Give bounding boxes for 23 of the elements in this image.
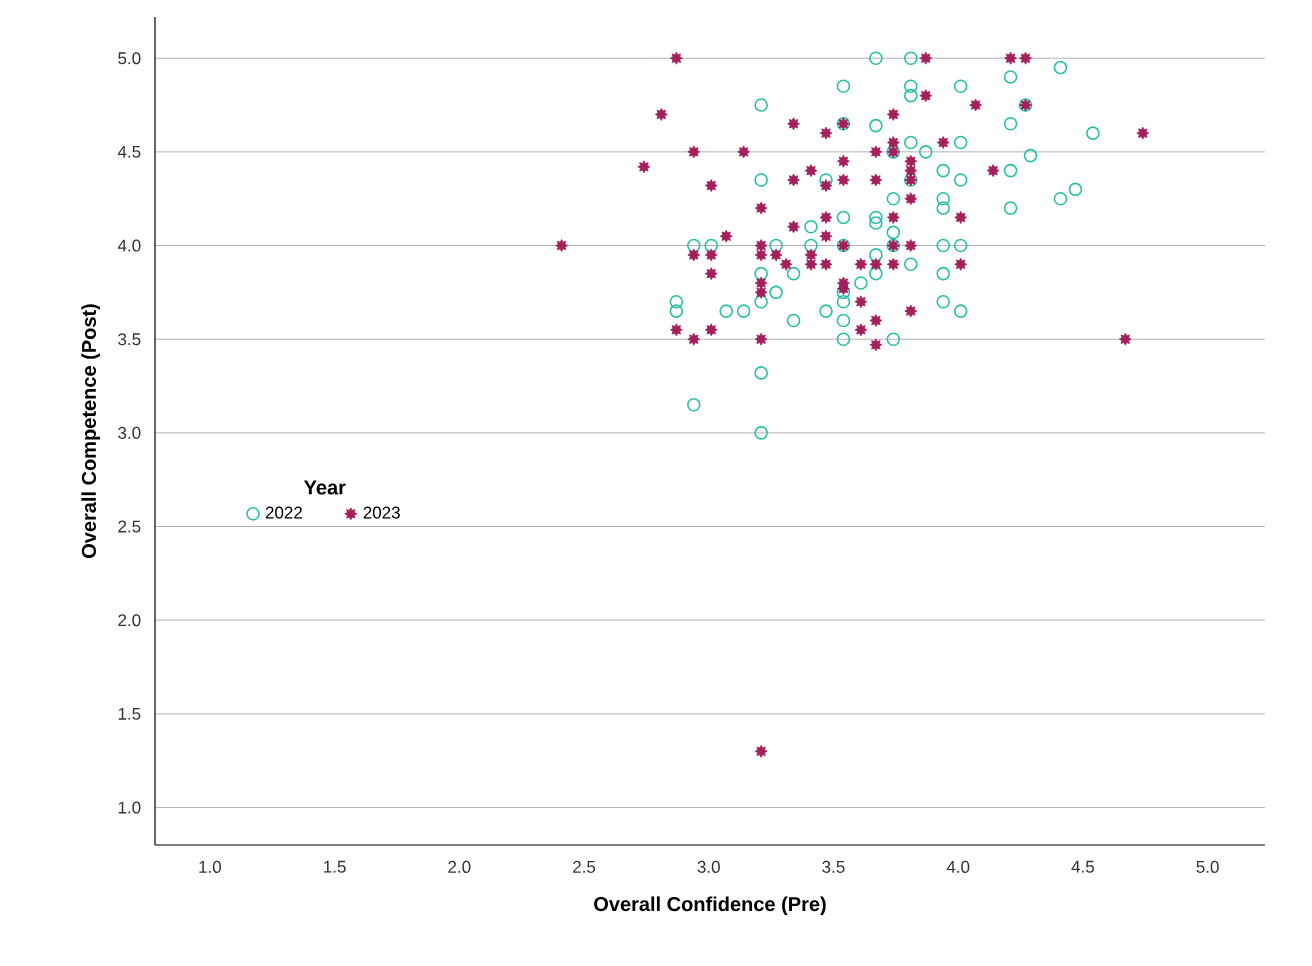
y-tick-label: 3.0 — [118, 426, 141, 439]
x-tick-label: 3.0 — [697, 860, 720, 873]
y-tick-label: 4.0 — [117, 239, 141, 252]
y-tick-label: 1.5 — [118, 707, 141, 720]
x-tick-label: 1.5 — [324, 860, 346, 873]
x-tick-label: 2.0 — [448, 860, 471, 873]
y-tick-label: 1.0 — [118, 801, 141, 814]
x-tick-label: 4.0 — [946, 860, 970, 873]
x-tick-label: 2.5 — [573, 860, 596, 873]
x-axis-title: Overall Confidence (Pre) — [594, 896, 826, 916]
y-tick-label: 3.5 — [118, 333, 141, 346]
y-tick-label: 5.0 — [118, 52, 141, 65]
legend-title: Year — [304, 480, 346, 495]
x-tick-label: 5.0 — [1196, 860, 1219, 873]
y-tick-label: 2.5 — [118, 520, 141, 533]
legend-label: 2022 — [265, 506, 302, 519]
y-tick-label: 2.0 — [118, 614, 141, 627]
legend-label: 2023 — [363, 506, 400, 519]
x-tick-label: 3.5 — [822, 860, 845, 873]
y-axis-title: Overall Competence (Post) — [81, 304, 100, 558]
x-tick-label: 4.5 — [1071, 860, 1094, 873]
y-tick-label: 4.5 — [117, 145, 141, 158]
x-tick-label: 1.0 — [199, 860, 222, 873]
